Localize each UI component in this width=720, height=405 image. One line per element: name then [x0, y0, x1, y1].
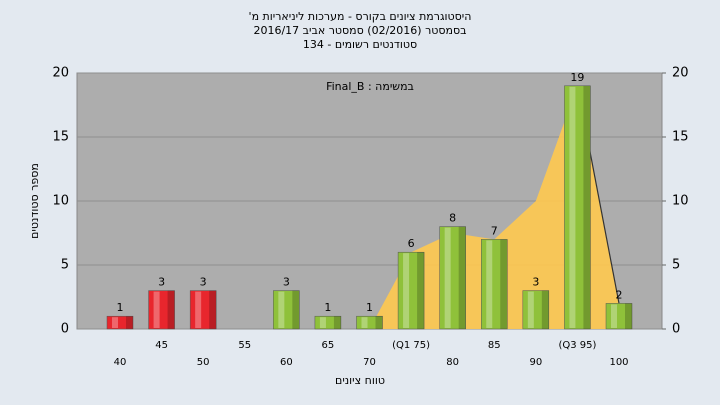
annotation: במשימה : Final_B [326, 80, 414, 93]
x-tick-label: (Q3 95) [558, 340, 596, 351]
bar-shade [541, 290, 549, 329]
data-label: 1 [366, 301, 373, 314]
data-label: 3 [158, 276, 165, 289]
data-label: 3 [200, 276, 207, 289]
y-tick-label: 0 [61, 322, 69, 337]
bar [148, 290, 175, 330]
bar-highlight [361, 317, 368, 328]
bar-highlight [527, 291, 534, 328]
bar [522, 290, 550, 330]
bar-highlight [486, 240, 493, 328]
x-tick-label: 85 [488, 340, 501, 351]
bar [439, 226, 466, 330]
data-label: 8 [449, 212, 456, 225]
y-tick-label: 15 [52, 130, 69, 145]
bar [397, 251, 425, 330]
data-label: 6 [408, 237, 415, 250]
y2-tick-label: 0 [672, 322, 680, 337]
bar-shade [292, 290, 300, 329]
x-tick-label: (Q1 75) [392, 340, 430, 351]
data-label: 3 [532, 276, 539, 289]
data-label: 2 [616, 288, 623, 301]
x-tick-label: 65 [322, 340, 335, 351]
bar-highlight [569, 86, 576, 328]
bar [314, 315, 342, 330]
bar-highlight [112, 317, 118, 328]
x-tick-label: 70 [363, 357, 376, 368]
bar-highlight [278, 291, 285, 328]
chart-subtitle: סטודנטים רשומים - 134 [303, 38, 417, 51]
bar-shade [209, 290, 217, 329]
y-tick-label: 10 [52, 194, 69, 209]
x-tick-label: 50 [197, 357, 210, 368]
y2-tick-label: 15 [672, 130, 689, 145]
overlay-area [369, 85, 619, 329]
data-label: 1 [117, 301, 124, 314]
bar-shade [500, 239, 508, 329]
bar-shade [458, 226, 466, 329]
y-tick-label: 5 [61, 258, 69, 273]
chart-subtitle: בסמסטר (02/2016) סמסטר אביב 2016/17 [253, 24, 466, 37]
bar-highlight [403, 253, 410, 328]
y-axis-label: מספר סטודנטים [28, 163, 41, 239]
y2-tick-label: 10 [672, 194, 689, 209]
data-label: 3 [283, 276, 290, 289]
bar [106, 315, 134, 330]
x-tick-label: 90 [529, 357, 542, 368]
bar-highlight [611, 304, 617, 328]
x-tick-label: 60 [280, 357, 293, 368]
x-tick-label: 45 [155, 340, 168, 351]
y-tick-label: 20 [52, 66, 69, 81]
bar-shade [417, 252, 425, 329]
bar-highlight [319, 317, 326, 328]
bar [189, 290, 217, 330]
bar-shade [167, 290, 175, 329]
bar-shade [625, 303, 632, 329]
x-tick-label: 40 [114, 357, 127, 368]
x-tick-label: 55 [238, 340, 251, 351]
bar-shade [583, 85, 591, 329]
x-axis-label: טווח ציונים [335, 374, 385, 387]
bar [605, 303, 633, 330]
data-label: 19 [570, 71, 584, 84]
bar-highlight [153, 291, 160, 328]
bar-shade [375, 316, 383, 329]
bar [481, 239, 508, 330]
bar [273, 290, 300, 330]
bar-highlight [195, 291, 202, 328]
bar [564, 85, 591, 330]
chart-title: היסטוגרמת ציונים בקורס - מערכות ליניאריו… [249, 10, 472, 23]
data-label: 7 [491, 224, 498, 237]
bar-shade [333, 316, 341, 329]
x-tick-label: 80 [446, 357, 459, 368]
y2-tick-label: 5 [672, 258, 680, 273]
x-tick-label: 100 [609, 357, 628, 368]
bar-shade [126, 316, 133, 329]
bar [356, 315, 383, 330]
y2-tick-label: 20 [672, 66, 689, 81]
data-label: 1 [324, 301, 331, 314]
bar-highlight [444, 227, 451, 328]
